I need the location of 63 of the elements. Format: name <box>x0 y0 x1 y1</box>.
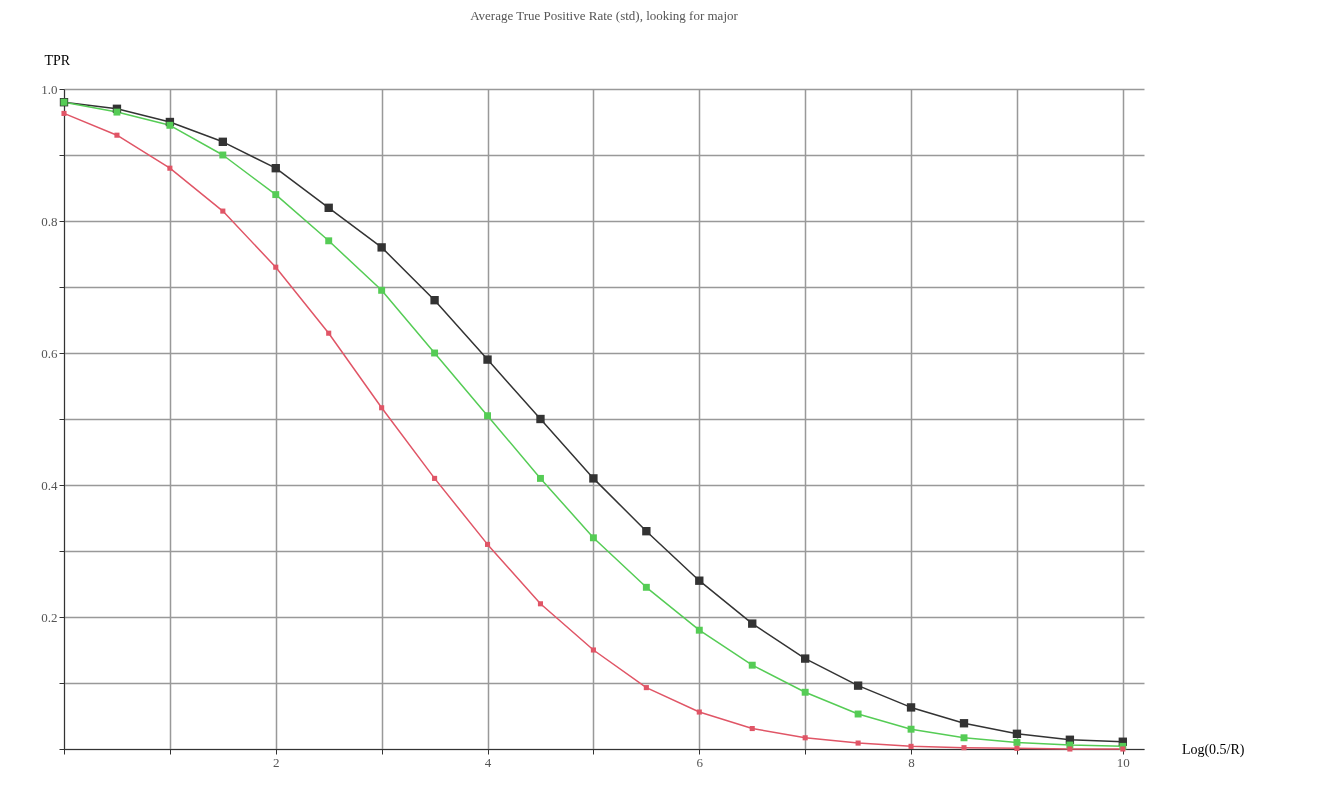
point <box>642 527 651 536</box>
y-tick-label: 0.2 <box>41 609 58 625</box>
y-axis-title: TPR <box>44 52 71 68</box>
point <box>906 703 916 712</box>
point <box>1014 745 1020 751</box>
point <box>537 601 544 607</box>
point <box>272 191 280 199</box>
point <box>642 583 650 591</box>
point <box>379 405 385 411</box>
point <box>113 108 121 116</box>
x-axis-title: Log(0.5/R) <box>1181 741 1245 758</box>
x-tick-label: 2 <box>273 754 280 770</box>
point <box>324 203 333 212</box>
point <box>643 685 649 691</box>
point <box>483 355 492 364</box>
point <box>802 735 808 741</box>
point <box>377 243 386 252</box>
y-tick-label: 1.0 <box>41 81 58 97</box>
x-tick-label: 6 <box>696 754 704 770</box>
point <box>1067 746 1073 752</box>
point <box>536 414 545 424</box>
y-tick-label: 0.6 <box>41 345 58 361</box>
point <box>167 165 173 171</box>
point <box>325 237 333 245</box>
point <box>908 743 914 749</box>
point <box>590 647 596 653</box>
point <box>695 626 703 634</box>
point <box>961 745 967 751</box>
point <box>273 264 279 270</box>
point <box>537 474 544 482</box>
point <box>853 681 863 690</box>
point <box>748 619 757 628</box>
y-tick-label: 0.8 <box>41 213 58 229</box>
point <box>218 137 228 146</box>
point <box>801 688 809 696</box>
point <box>855 740 861 746</box>
x-tick-label: 8 <box>908 754 915 770</box>
point <box>1012 729 1022 738</box>
point <box>589 474 598 483</box>
point <box>61 110 67 116</box>
point <box>695 576 704 585</box>
point <box>1013 738 1021 746</box>
point <box>271 164 280 173</box>
point <box>378 286 386 294</box>
point <box>326 330 332 336</box>
point <box>114 132 120 138</box>
point <box>484 412 491 420</box>
point <box>800 654 810 663</box>
point <box>907 725 915 733</box>
point <box>959 719 969 728</box>
chart-title: Average True Positive Rate (std), looking for major <box>470 8 739 23</box>
point <box>166 121 174 129</box>
point <box>749 725 755 732</box>
point <box>748 661 756 669</box>
point <box>484 541 491 547</box>
x-tick-label: 4 <box>484 754 492 770</box>
point <box>432 475 438 481</box>
point <box>589 534 597 542</box>
point <box>220 208 226 214</box>
y-tick-label: 0.4 <box>41 477 58 493</box>
point <box>430 296 439 305</box>
point <box>696 709 702 715</box>
x-tick-label: 10 <box>1116 754 1130 770</box>
